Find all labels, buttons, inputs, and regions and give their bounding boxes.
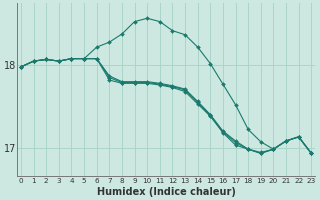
X-axis label: Humidex (Indice chaleur): Humidex (Indice chaleur) (97, 187, 236, 197)
